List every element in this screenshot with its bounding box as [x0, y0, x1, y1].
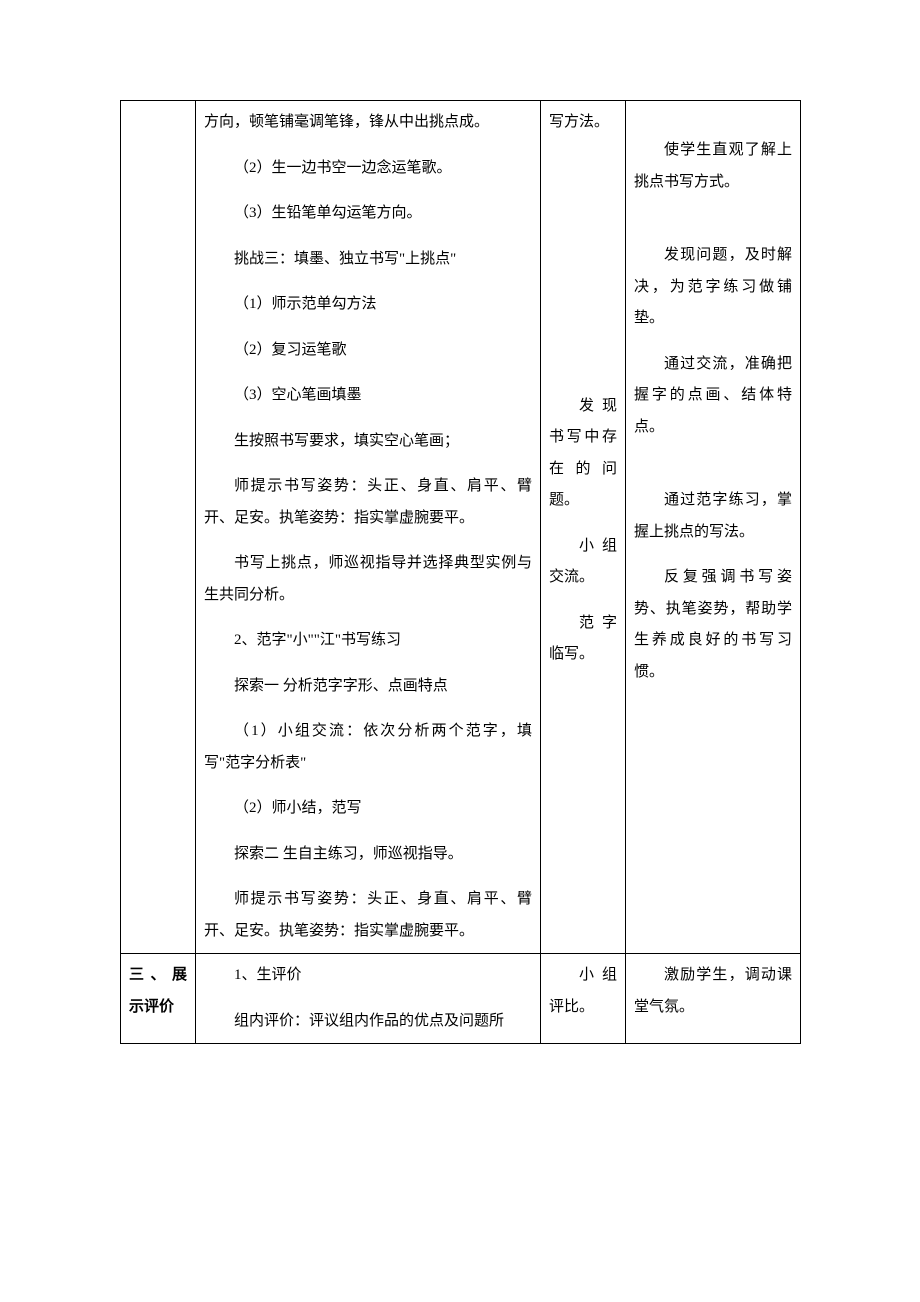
paragraph: 小 组交流。 — [549, 531, 617, 594]
paragraph: （2）生一边书空一边念运笔歌。 — [204, 153, 532, 185]
paragraph: （3）空心笔画填墨 — [204, 380, 532, 412]
spacer — [204, 702, 532, 716]
paragraph: 通过范字练习，掌握上挑点的写法。 — [634, 485, 792, 548]
spacer — [549, 321, 617, 335]
spacer — [549, 195, 617, 209]
spacer — [549, 265, 617, 279]
spacer — [549, 139, 617, 153]
spacer — [549, 209, 617, 223]
spacer — [204, 139, 532, 153]
cell-student-activity: 小 组评比。 — [541, 954, 626, 1044]
spacer — [634, 121, 792, 135]
paragraph: 书写上挑点，师巡视指导并选择典型实例与生共同分析。 — [204, 548, 532, 611]
cell-stage: 三、展示评价 — [121, 954, 196, 1044]
cell-design-intent: 使学生直观了解上挑点书写方式。发现问题，及时解决，为范字练习做铺垫。通过交流，准… — [626, 101, 801, 954]
paragraph: 发现问题，及时解决，为范字练习做铺垫。 — [634, 240, 792, 335]
spacer — [204, 825, 532, 839]
paragraph: 师提示书写姿势：头正、身直、肩平、臂开、足安。执笔姿势：指实掌虚腕要平。 — [204, 884, 532, 947]
spacer — [634, 226, 792, 240]
spacer — [549, 167, 617, 181]
paragraph: 范 字临写。 — [549, 608, 617, 671]
spacer — [549, 279, 617, 293]
spacer — [204, 412, 532, 426]
paragraph: 通过交流，准确把握字的点画、结体特点。 — [634, 349, 792, 444]
spacer — [549, 307, 617, 321]
spacer — [549, 293, 617, 307]
spacer — [634, 335, 792, 349]
page-container: 方向，顿笔铺毫调笔锋，锋从中出挑点成。 （2）生一边书空一边念运笔歌。 （3）生铅笔… — [0, 0, 920, 1104]
spacer — [634, 212, 792, 226]
cell-design-intent: 激励学生，调动课堂气氛。 — [626, 954, 801, 1044]
spacer — [549, 363, 617, 377]
paragraph: 反复强调书写姿势、执笔姿势，帮助学生养成良好的书写习惯。 — [634, 562, 792, 688]
paragraph: 探索一 分析范字字形、点画特点 — [204, 671, 532, 703]
spacer — [204, 992, 532, 1006]
paragraph: 探索二 生自主练习，师巡视指导。 — [204, 839, 532, 871]
paragraph: 激励学生，调动课堂气氛。 — [634, 960, 792, 1023]
paragraph: 1、生评价 — [204, 960, 532, 992]
spacer — [549, 237, 617, 251]
paragraph: 小 组评比。 — [549, 960, 617, 1023]
spacer — [634, 443, 792, 457]
spacer — [204, 184, 532, 198]
table-row: 三、展示评价1、生评价组内评价：评议组内作品的优点及问题所小 组评比。激励学生，… — [121, 954, 801, 1044]
spacer — [204, 779, 532, 793]
stage-label: 三、展示评价 — [129, 960, 187, 1023]
paragraph: （1）师示范单勾方法 — [204, 289, 532, 321]
paragraph: 挑战三：填墨、独立书写"上挑点" — [204, 244, 532, 276]
table-row: 方向，顿笔铺毫调笔锋，锋从中出挑点成。 （2）生一边书空一边念运笔歌。 （3）生铅笔… — [121, 101, 801, 954]
paragraph: （2）复习运笔歌 — [204, 335, 532, 367]
spacer — [549, 223, 617, 237]
spacer — [204, 657, 532, 671]
cell-student-activity: 写方法。发 现书写中存在的问题。小 组交流。范 字临写。 — [541, 101, 626, 954]
paragraph: 组内评价：评议组内作品的优点及问题所 — [204, 1006, 532, 1038]
paragraph: （3）生铅笔单勾运笔方向。 — [204, 198, 532, 230]
spacer — [549, 377, 617, 391]
spacer — [204, 366, 532, 380]
spacer — [549, 594, 617, 608]
spacer — [549, 335, 617, 349]
cell-teacher-activity: 1、生评价组内评价：评议组内作品的优点及问题所 — [196, 954, 541, 1044]
spacer — [204, 275, 532, 289]
spacer — [204, 457, 532, 471]
paragraph: 发 现书写中存在的问题。 — [549, 391, 617, 517]
paragraph: 2、范字"小""江"书写练习 — [204, 625, 532, 657]
paragraph: （1）小组交流：依次分析两个范字，填写"范字分析表" — [204, 716, 532, 779]
spacer — [549, 517, 617, 531]
spacer — [634, 107, 792, 121]
paragraph: 使学生直观了解上挑点书写方式。 — [634, 135, 792, 198]
paragraph: （2）师小结，范写 — [204, 793, 532, 825]
paragraph: 方向，顿笔铺毫调笔锋，锋从中出挑点成。 — [204, 107, 532, 139]
spacer — [634, 198, 792, 212]
spacer — [549, 349, 617, 363]
spacer — [634, 457, 792, 471]
spacer — [549, 181, 617, 195]
spacer — [204, 230, 532, 244]
lesson-table: 方向，顿笔铺毫调笔锋，锋从中出挑点成。 （2）生一边书空一边念运笔歌。 （3）生铅笔… — [120, 100, 801, 1044]
paragraph: 生按照书写要求，填实空心笔画； — [204, 426, 532, 458]
spacer — [634, 471, 792, 485]
spacer — [204, 534, 532, 548]
spacer — [204, 870, 532, 884]
spacer — [204, 321, 532, 335]
table-body: 方向，顿笔铺毫调笔锋，锋从中出挑点成。 （2）生一边书空一边念运笔歌。 （3）生铅笔… — [121, 101, 801, 1044]
paragraph: 师提示书写姿势：头正、身直、肩平、臂开、足安。执笔姿势：指实掌虚腕要平。 — [204, 471, 532, 534]
spacer — [634, 548, 792, 562]
cell-stage — [121, 101, 196, 954]
cell-teacher-activity: 方向，顿笔铺毫调笔锋，锋从中出挑点成。 （2）生一边书空一边念运笔歌。 （3）生铅笔… — [196, 101, 541, 954]
paragraph: 写方法。 — [549, 107, 617, 139]
spacer — [549, 251, 617, 265]
spacer — [549, 153, 617, 167]
spacer — [204, 611, 532, 625]
